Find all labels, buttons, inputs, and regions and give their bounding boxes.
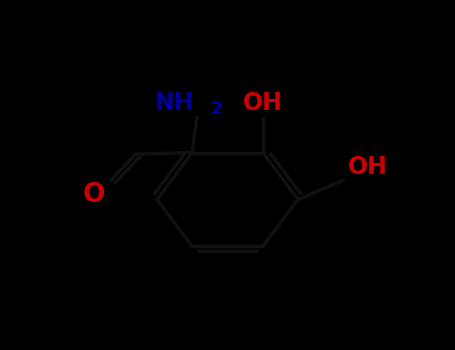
- Text: OH: OH: [243, 91, 283, 115]
- Text: O: O: [82, 182, 105, 208]
- Text: 2: 2: [211, 100, 223, 118]
- Text: OH: OH: [348, 154, 388, 178]
- Text: NH: NH: [155, 91, 195, 115]
